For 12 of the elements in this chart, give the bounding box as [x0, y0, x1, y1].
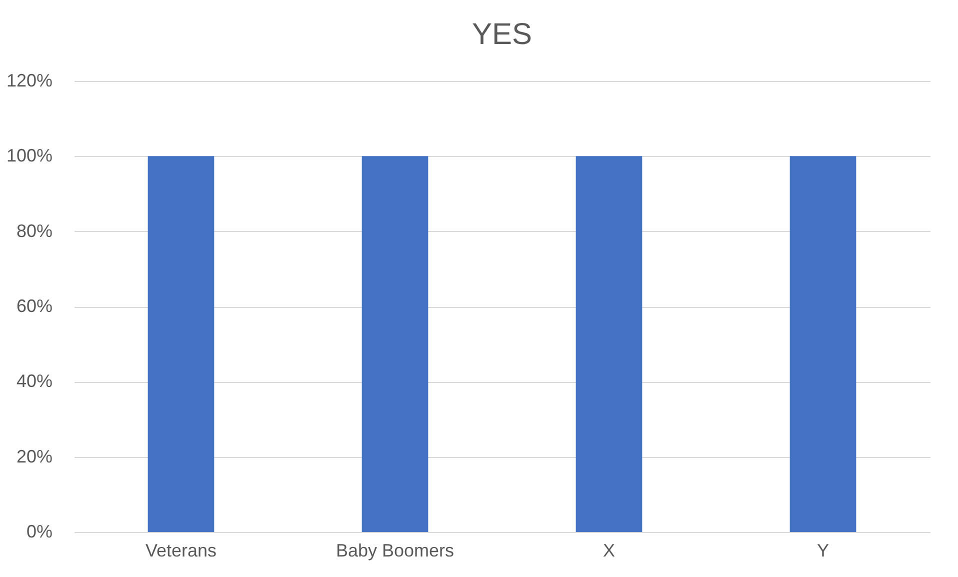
y-tick-label: 20%: [16, 446, 52, 466]
y-tick-label: 120%: [6, 70, 52, 90]
y-tick-label: 100%: [6, 146, 52, 166]
y-tick-label: 0%: [26, 522, 52, 542]
x-tick-label: Baby Boomers: [336, 540, 454, 560]
y-tick-label: 60%: [16, 296, 52, 316]
x-tick-label: Veterans: [145, 540, 217, 560]
x-tick-label: Y: [816, 540, 830, 560]
x-tick-label: X: [602, 540, 616, 560]
chart-title: YES: [472, 18, 532, 51]
y-tick-label: 80%: [16, 220, 52, 241]
y-tick-label: 40%: [16, 371, 52, 392]
